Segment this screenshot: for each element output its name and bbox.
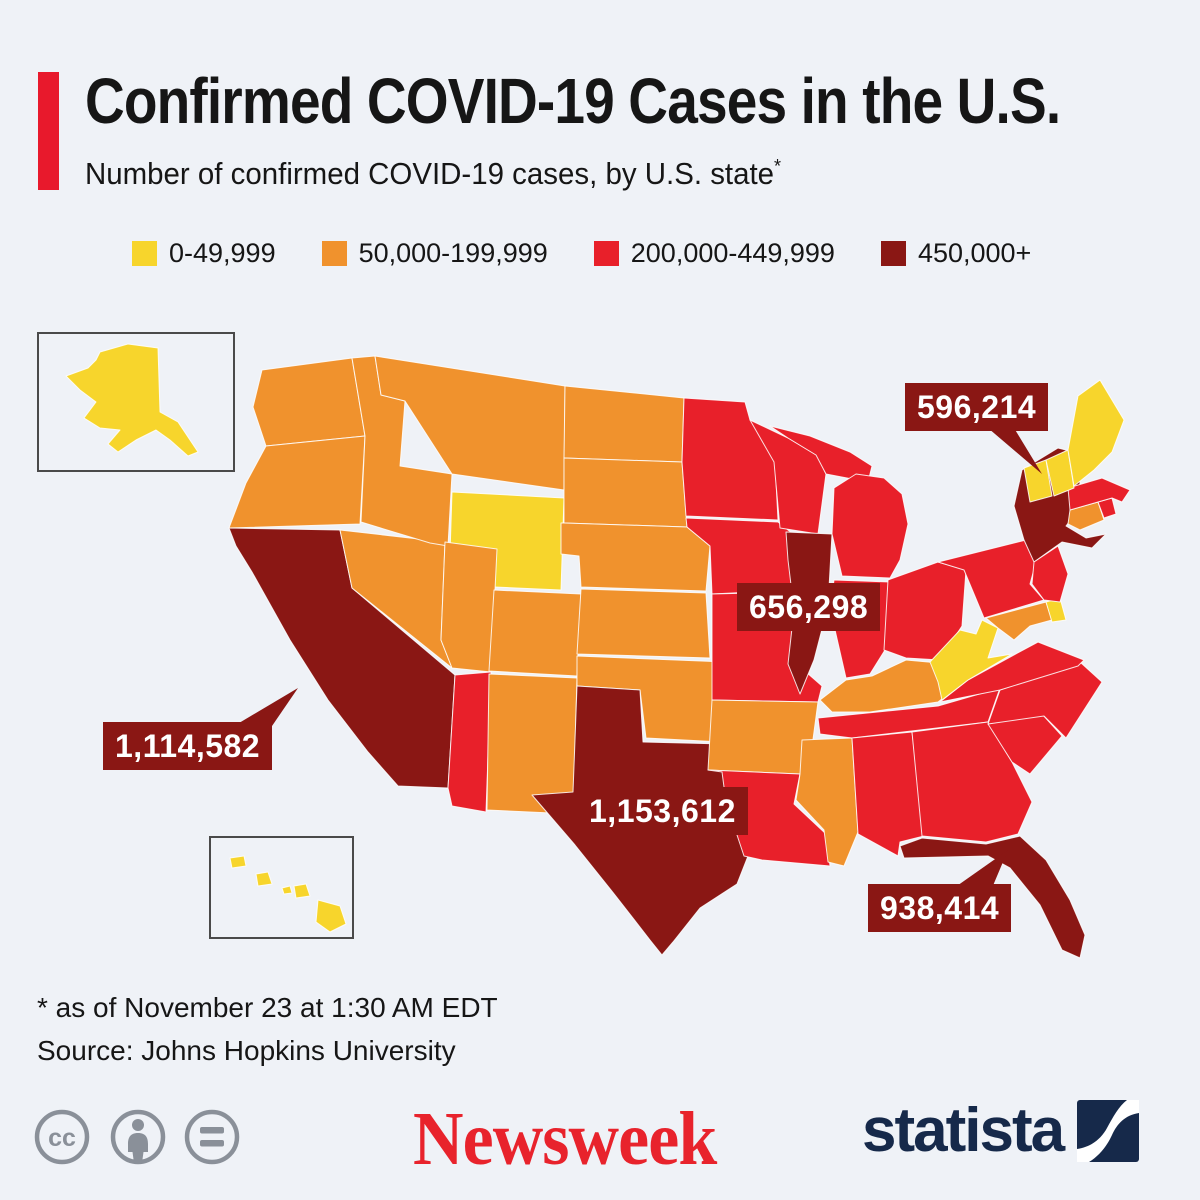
- legend-label: 200,000-449,999: [630, 238, 835, 268]
- legend-item-1: 50,000-199,999: [321, 238, 548, 269]
- footnote-marker: *: [774, 156, 782, 178]
- source-line: Source: Johns Hopkins University: [37, 1035, 456, 1066]
- title-accent-bar: [38, 72, 59, 190]
- legend: 0-49,999 50,000-199,999 200,000-449,999 450…: [132, 238, 1031, 269]
- page-title: Confirmed COVID-19 Cases in the U.S.: [85, 65, 1061, 137]
- state-sd: [563, 457, 688, 528]
- attribution-icon: [110, 1109, 166, 1165]
- state-wv: [929, 619, 1013, 701]
- svg-text:cc: cc: [48, 1124, 76, 1152]
- page-subtitle: Number of confirmed COVID-19 cases, by U…: [85, 156, 781, 192]
- equal-icon: [184, 1109, 240, 1165]
- state-hi: [315, 899, 347, 933]
- state-az: [447, 671, 492, 813]
- state-me: [1067, 379, 1125, 487]
- state-ks: [576, 588, 711, 659]
- state-wa: [252, 357, 366, 447]
- callout-tail-ny: [988, 428, 1042, 474]
- callout-fl: 938,414: [868, 884, 1012, 932]
- license-icons: cc: [34, 1109, 240, 1165]
- legend-label: 50,000-199,999: [358, 238, 548, 268]
- callout-tail-ca: [234, 688, 298, 726]
- statista-logo-text: statista: [862, 1096, 1065, 1165]
- callout-tx: 1,153,612: [577, 787, 748, 835]
- legend-swatch: [880, 241, 906, 266]
- state-ak: [65, 343, 199, 457]
- statista-logo: statista: [862, 1096, 1140, 1165]
- state-ut: [440, 541, 498, 673]
- callout-ny: 596,214: [905, 383, 1049, 431]
- subtitle-text: Number of confirmed COVID-19 cases, by U…: [85, 156, 775, 191]
- state-hi: [293, 883, 311, 899]
- callout-il: 656,298: [737, 583, 881, 631]
- legend-item-2: 200,000-449,999: [593, 238, 835, 269]
- legend-label: 450,000+: [917, 238, 1032, 268]
- state-or: [228, 435, 366, 529]
- state-hi: [229, 855, 247, 869]
- footnote: * as of November 23 at 1:30 AM EDT: [37, 992, 498, 1023]
- newsweek-logo: Newsweek: [413, 1097, 717, 1181]
- state-nd: [563, 385, 685, 463]
- state-mi: [831, 473, 909, 579]
- callout-tail-fl: [954, 850, 1008, 888]
- state-co: [488, 589, 582, 677]
- state-vt: [1023, 459, 1053, 503]
- legend-swatch: [132, 241, 157, 266]
- state-al: [851, 731, 925, 857]
- state-fl: [899, 835, 1086, 959]
- cc-icon: cc: [34, 1109, 90, 1165]
- legend-swatch: [593, 241, 619, 266]
- legend-item-3: 450,000+: [880, 238, 1032, 269]
- state-ne: [560, 522, 711, 592]
- callout-ca: 1,114,582: [103, 722, 273, 770]
- legend-label: 0-49,999: [169, 238, 276, 268]
- legend-item-0: 0-49,999: [132, 238, 276, 269]
- state-nh: [1045, 449, 1075, 497]
- state-nj: [1031, 545, 1069, 603]
- state-ma: [1067, 477, 1131, 511]
- state-hi: [255, 871, 273, 887]
- state-hi: [281, 885, 293, 895]
- legend-swatch: [321, 241, 347, 266]
- statista-logo-mark: [1077, 1100, 1140, 1162]
